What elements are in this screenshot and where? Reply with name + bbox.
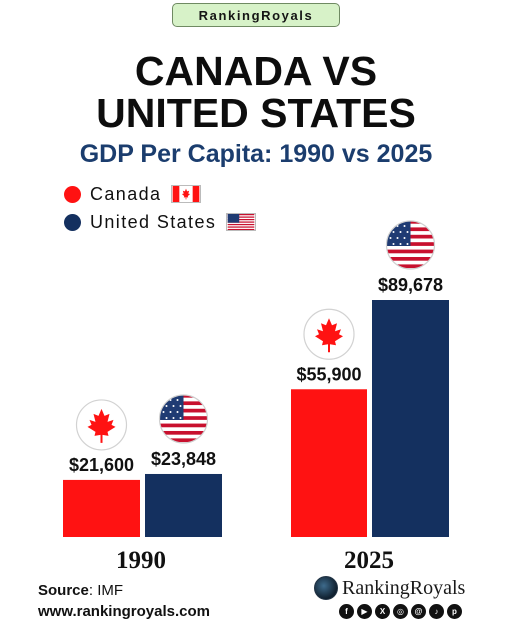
bar-canada-1990 [63,479,140,537]
title-line-1: CANADA VS [134,48,378,94]
legend-swatch-usa [64,213,81,231]
canada-flag-icon [171,185,202,203]
youtube-icon[interactable]: ▶ [357,604,372,619]
source-value: : IMF [88,582,124,599]
brand-pill: RankingRoyals [172,3,340,27]
x-icon[interactable]: X [375,604,390,619]
pinterest-icon[interactable]: p [447,604,462,619]
bar-united-states-1990 [145,473,222,537]
chart-subtitle: GDP Per Capita: 1990 vs 2025 [79,140,433,168]
brand-logo: RankingRoyals [314,576,465,600]
legend-swatch-canada [64,185,81,203]
logo-name: RankingRoyals [342,576,466,599]
social-icons: f ▶ X ◎ @ ♪ p [339,604,465,619]
instagram-icon[interactable]: ◎ [393,604,408,619]
tiktok-icon[interactable]: ♪ [429,604,444,619]
legend-label-usa: United States [90,211,217,232]
title-line-2: UNITED STATES [96,90,416,136]
threads-icon[interactable]: @ [411,604,426,619]
usa-flag-badge-icon-2025 [385,220,436,270]
legend: Canada United States [64,180,257,236]
globe-logo-icon [314,576,338,600]
data-label-united-states-2025: $89,678 [378,275,443,295]
page-title: CANADA VS UNITED STATES [0,50,512,134]
legend-item-usa: United States [64,208,257,236]
usa-flag-badge-icon-1990 [158,394,209,444]
bar-united-states-2025 [372,300,449,537]
source-label: Source [38,582,89,599]
legend-label-canada: Canada [90,183,162,204]
x-tick-label-2025: 2025 [344,547,394,574]
source-line: Source: IMF [38,582,123,599]
legend-item-canada: Canada [64,180,256,208]
data-label-canada-2025: $55,900 [296,364,361,384]
bar-canada-2025 [291,389,367,537]
data-label-canada-1990: $21,600 [69,455,134,475]
usa-flag-icon [226,213,257,231]
facebook-icon[interactable]: f [339,604,354,619]
data-label-united-states-1990: $23,848 [151,449,216,469]
canada-flag-badge-icon-1990 [75,399,128,451]
website-link[interactable]: www.rankingroyals.com [38,603,210,620]
x-tick-label-1990: 1990 [116,547,166,574]
canada-flag-badge-icon-2025 [303,308,355,360]
